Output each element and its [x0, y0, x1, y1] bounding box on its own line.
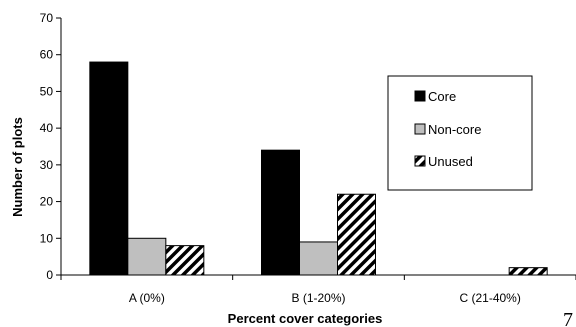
y-tick-label: 30 — [40, 158, 54, 172]
legend-box — [387, 75, 533, 191]
y-tick-label: 10 — [40, 231, 54, 245]
legend-swatch-core — [414, 90, 426, 102]
page-number-fragment: 7 — [563, 309, 573, 327]
bar-non-core-1 — [127, 237, 167, 276]
x-tick-label: C (21-40%) — [459, 291, 520, 305]
legend-label-unused: Unused — [428, 154, 473, 169]
x-axis-tick-labels: A (0%) B (1-20%) C (21-40%) — [129, 291, 521, 305]
legend-label-core: Core — [428, 89, 456, 104]
x-tick-label: B (1-20%) — [291, 291, 345, 305]
y-tick-label: 0 — [46, 268, 53, 282]
legend-label-non-core: Non-core — [428, 122, 481, 137]
bar-unused-1 — [165, 245, 205, 276]
x-axis-title: Percent cover categories — [228, 311, 383, 326]
legend-swatch-non-core — [414, 123, 426, 135]
bars — [89, 61, 548, 276]
y-tick-label: 20 — [40, 195, 54, 209]
axes — [60, 18, 576, 280]
y-tick-label: 60 — [40, 48, 54, 62]
y-axis-ticks: 0 10 20 30 40 50 60 70 — [40, 11, 61, 282]
x-tick-label: A (0%) — [129, 291, 165, 305]
y-axis-title: Number of plots — [10, 117, 25, 217]
bar-core-2 — [261, 149, 300, 276]
bar-unused-2 — [337, 193, 376, 276]
y-tick-label: 50 — [40, 84, 54, 98]
bar-core-1 — [89, 61, 129, 276]
bar-non-core-2 — [299, 241, 338, 276]
y-tick-label: 70 — [40, 11, 54, 25]
y-tick-label: 40 — [40, 121, 54, 135]
legend: Core Non-core Unused — [387, 75, 533, 191]
legend-swatch-unused — [414, 155, 426, 167]
bar-unused-3 — [508, 267, 548, 276]
